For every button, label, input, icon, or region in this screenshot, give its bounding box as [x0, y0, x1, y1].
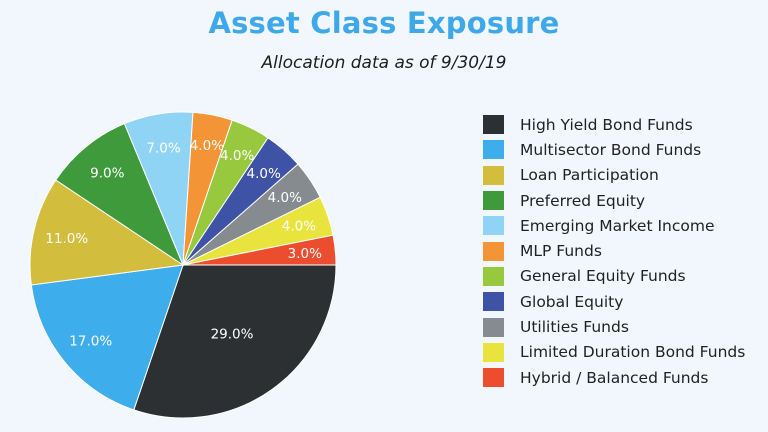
- slice-label: 3.0%: [288, 246, 322, 262]
- chart-subtitle: Allocation data as of 9/30/19: [261, 53, 507, 73]
- legend-label: High Yield Bond Funds: [520, 115, 693, 134]
- legend-swatch: [483, 266, 504, 286]
- legend-item: MLP Funds: [483, 238, 745, 263]
- pie-slice: [55, 122, 185, 267]
- legend-item: Hybrid / Balanced Funds: [483, 365, 745, 390]
- legend-swatch: [483, 292, 504, 312]
- legend-swatch: [483, 241, 504, 261]
- slice-label: 9.0%: [90, 166, 124, 182]
- chart-legend: High Yield Bond Funds Multisector Bond Fu…: [483, 112, 745, 390]
- legend-swatch: [483, 216, 504, 236]
- pie-slice: [133, 264, 337, 419]
- pie-slice: [182, 234, 337, 266]
- legend-item: High Yield Bond Funds: [483, 112, 745, 137]
- legend-label: Multisector Bond Funds: [520, 140, 702, 159]
- slice-label: 4.0%: [268, 190, 302, 206]
- legend-item: General Equity Funds: [483, 264, 745, 289]
- legend-swatch: [483, 115, 504, 135]
- legend-label: Preferred Equity: [520, 191, 646, 210]
- legend-label: General Equity Funds: [520, 267, 686, 286]
- slice-label: 4.0%: [220, 148, 254, 164]
- pie-slice: [29, 179, 185, 286]
- legend-label: Emerging Market Income: [520, 216, 715, 235]
- slice-label: 11.0%: [45, 231, 88, 247]
- pie-slice: [30, 264, 184, 411]
- legend-label: Limited Duration Bond Funds: [520, 343, 746, 362]
- legend-label: Hybrid / Balanced Funds: [520, 368, 709, 387]
- slice-label: 29.0%: [211, 326, 254, 342]
- legend-item: Utilities Funds: [483, 314, 745, 339]
- legend-label: Loan Participation: [520, 166, 659, 185]
- legend-label: MLP Funds: [520, 242, 602, 261]
- legend-item: Loan Participation: [483, 163, 745, 188]
- legend-item: Limited Duration Bond Funds: [483, 340, 745, 365]
- slice-label: 4.0%: [247, 166, 281, 182]
- legend-swatch: [483, 140, 504, 160]
- legend-item: Global Equity: [483, 289, 745, 314]
- legend-swatch: [483, 342, 504, 362]
- legend-label: Utilities Funds: [520, 318, 629, 337]
- legend-item: Multisector Bond Funds: [483, 137, 745, 162]
- chart-title: Asset Class Exposure: [208, 6, 560, 40]
- slice-label: 7.0%: [146, 140, 180, 156]
- slice-label: 4.0%: [282, 219, 316, 235]
- legend-swatch: [483, 165, 504, 185]
- slice-label: 4.0%: [190, 138, 224, 154]
- legend-swatch: [483, 317, 504, 337]
- legend-item: Preferred Equity: [483, 188, 745, 213]
- legend-label: Global Equity: [520, 292, 624, 311]
- legend-item: Emerging Market Income: [483, 213, 745, 238]
- legend-swatch: [483, 368, 504, 388]
- slice-label: 17.0%: [69, 334, 112, 350]
- legend-swatch: [483, 191, 504, 211]
